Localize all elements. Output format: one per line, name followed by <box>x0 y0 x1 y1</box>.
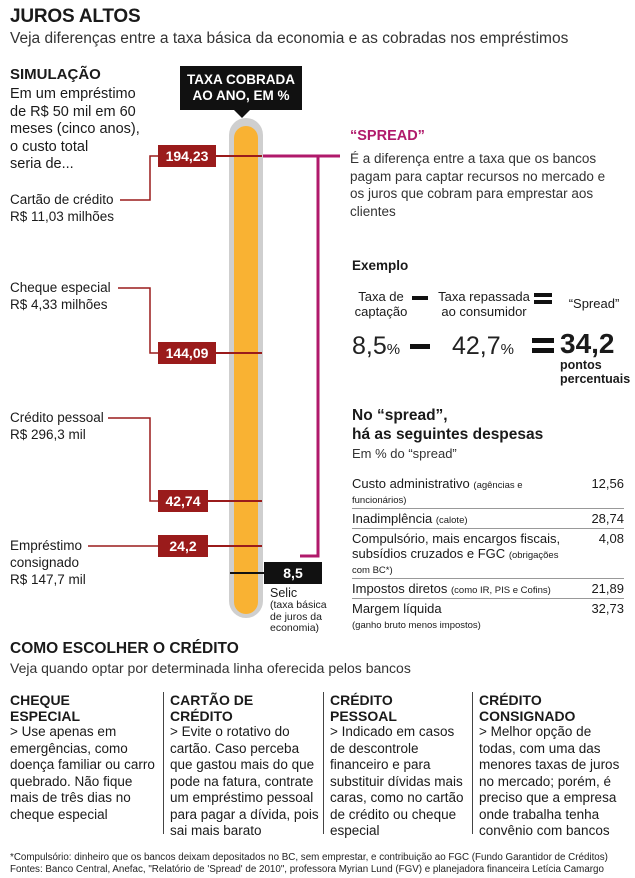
col-text: > Use apenas em emergências, como doença… <box>10 724 155 822</box>
col-title: CHEQUE ESPECIAL <box>10 692 81 724</box>
equals-icon-2-bottom <box>532 348 554 353</box>
minus-icon <box>412 296 428 300</box>
equals-icon-2-top <box>532 338 554 343</box>
minus-icon-2 <box>410 344 430 349</box>
despesas-subtitle: Em % do “spread” <box>352 446 457 461</box>
taxa-cobrada-label: TAXA COBRADA AO ANO, EM % <box>180 66 302 110</box>
captacao-value: 8,5 <box>352 332 387 360</box>
como-escolher-title: COMO ESCOLHER O CRÉDITO <box>10 640 239 657</box>
col-divider <box>323 692 324 834</box>
col-divider <box>472 692 473 834</box>
spread-text: É a diferença entre a taxa que os bancos… <box>350 151 606 219</box>
despesas-table: Custo administrativo (agências e funcion… <box>352 474 624 633</box>
cheque-especial-rate: 144,09 <box>158 342 216 364</box>
selic-tick <box>230 572 264 574</box>
rate-tube-fill <box>234 126 258 614</box>
selic-rate: 8,5 <box>264 562 322 584</box>
spread-title: “SPREAD” <box>350 128 425 144</box>
row-label: Impostos diretos <box>352 581 448 596</box>
selic-label: Selic <box>270 586 298 600</box>
emprestimo-consignado-label: Empréstimo consignado R$ 147,7 mil <box>10 538 86 587</box>
row-note: (como IR, PIS e Cofins) <box>451 585 551 596</box>
equals-icon-top <box>534 293 552 297</box>
captacao-label: Taxa de captação <box>354 289 408 319</box>
captacao-value-wrap: 8,5% <box>352 332 400 361</box>
cartao-tick <box>216 155 262 157</box>
credito-pessoal-label: Crédito pessoal R$ 296,3 mil <box>10 410 104 442</box>
row-value: 12,56 <box>574 474 624 509</box>
repassada-unit: % <box>500 341 515 358</box>
col-text: > Evite o rotativo do cartão. Caso perce… <box>170 724 319 838</box>
connector-pessoal <box>108 417 160 502</box>
table-row: Impostos diretos (como IR, PIS e Cofins)… <box>352 578 624 599</box>
simulation-title: SIMULAÇÃO <box>10 66 101 83</box>
connector-cheque <box>118 287 160 354</box>
page-title: JUROS ALTOS <box>10 6 141 27</box>
row-value: 28,74 <box>574 508 624 529</box>
emprestimo-consignado-rate: 24,2 <box>158 535 208 557</box>
table-row: Compulsório, mais encargos fiscais, subs… <box>352 528 624 579</box>
equals-icon-bottom <box>534 300 552 304</box>
col-title: CRÉDITO PESSOAL <box>330 692 397 724</box>
spread-value: 34,2 <box>560 328 615 359</box>
row-label: Inadimplência <box>352 511 433 526</box>
row-value: 32,73 <box>591 601 624 616</box>
cartao-credito-label: Cartão de crédito R$ 11,03 milhões <box>10 192 115 224</box>
col-credito-pessoal: CRÉDITO PESSOAL > Indicado em casos de d… <box>330 692 470 840</box>
col-text: > Indicado em casos de descontrole finan… <box>330 724 464 838</box>
col-title: CARTÃO DE CRÉDITO <box>170 692 254 724</box>
cheque-especial-label: Cheque especial R$ 4,33 milhões <box>10 280 111 312</box>
page-subtitle: Veja diferenças entre a taxa básica da e… <box>10 30 569 47</box>
col-credito-consignado: CRÉDITO CONSIGNADO > Melhor opção de tod… <box>479 692 627 840</box>
table-row: Inadimplência (calote) 28,74 <box>352 508 624 529</box>
spread-label: “Spread” <box>568 296 620 311</box>
pessoal-tick <box>208 500 262 502</box>
row-label: Compulsório, mais encargos fiscais, subs… <box>352 531 561 561</box>
table-row: Margem líquida (ganho bruto menos imposto… <box>352 599 624 634</box>
repassada-value: 42,7 <box>452 332 501 360</box>
row-label: Margem líquida <box>352 601 442 616</box>
selic-note: (taxa básica de juros da economia) <box>270 599 327 634</box>
cheque-tick <box>216 352 262 354</box>
captacao-unit: % <box>386 341 401 358</box>
col-title: CRÉDITO CONSIGNADO <box>479 692 576 724</box>
col-divider <box>163 692 164 834</box>
row-note: (obrigações com BC*) <box>352 550 559 576</box>
col-text: > Melhor opção de todas, com uma das men… <box>479 724 620 838</box>
exemplo-title: Exemplo <box>352 258 409 273</box>
connector-cartao <box>120 155 160 201</box>
cartao-credito-rate: 194,23 <box>158 145 216 167</box>
consignado-tick <box>208 545 262 547</box>
footnote: *Compulsório: dinheiro que os bancos dei… <box>10 852 608 875</box>
row-note: (calote) <box>435 515 468 526</box>
table-row: Custo administrativo (agências e funcion… <box>352 474 624 509</box>
col-cartao-credito: CARTÃO DE CRÉDITO > Evite o rotativo do … <box>170 692 320 840</box>
col-cheque-especial: CHEQUE ESPECIAL > Use apenas em emergênc… <box>10 692 160 823</box>
connector-lines <box>88 154 340 558</box>
spread-unit: pontos percentuais <box>560 358 631 386</box>
row-value: 4,08 <box>574 528 624 579</box>
row-note: (agências e funcionários) <box>352 480 523 506</box>
repassada-label: Taxa repassada ao consumidor <box>438 289 530 319</box>
despesas-title: No “spread”, há as seguintes despesas <box>352 407 544 443</box>
row-value: 21,89 <box>574 578 624 599</box>
row-note: (ganho bruto menos impostos) <box>352 620 481 631</box>
taxa-arrow-icon <box>234 110 250 118</box>
como-escolher-subtitle: Veja quando optar por determinada linha … <box>10 660 411 676</box>
spread-bracket <box>262 154 320 558</box>
row-label: Custo administrativo <box>352 476 470 491</box>
repassada-value-wrap: 42,7% <box>452 332 514 361</box>
credito-pessoal-rate: 42,74 <box>158 490 208 512</box>
simulation-text: Em um empréstimo de R$ 50 mil em 60 mese… <box>10 86 140 172</box>
